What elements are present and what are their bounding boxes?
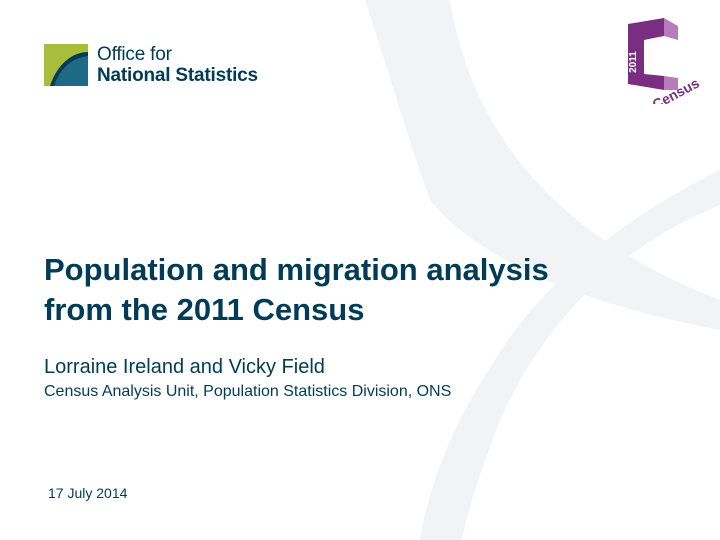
ons-wordmark: Office for National Statistics — [97, 44, 258, 86]
slide-title: Population and migration analysis from t… — [44, 250, 684, 330]
census-logo-year: 2011 — [628, 51, 639, 73]
slide-date: 17 July 2014 — [48, 485, 128, 501]
census-2011-logo-icon: 2011 Census — [628, 18, 702, 104]
slide-title-line2: from the 2011 Census — [44, 292, 365, 327]
slide-title-line1: Population and migration analysis — [44, 252, 549, 287]
slide-affiliation: Census Analysis Unit, Population Statist… — [44, 383, 452, 400]
ons-wordmark-line2: National Statistics — [97, 65, 258, 86]
ons-wordmark-line1: Office for — [97, 44, 172, 65]
ons-logo-mark-icon — [44, 44, 88, 86]
ons-logo: Office for National Statistics — [44, 44, 258, 86]
slide-authors: Lorraine Ireland and Vicky Field — [44, 356, 325, 378]
